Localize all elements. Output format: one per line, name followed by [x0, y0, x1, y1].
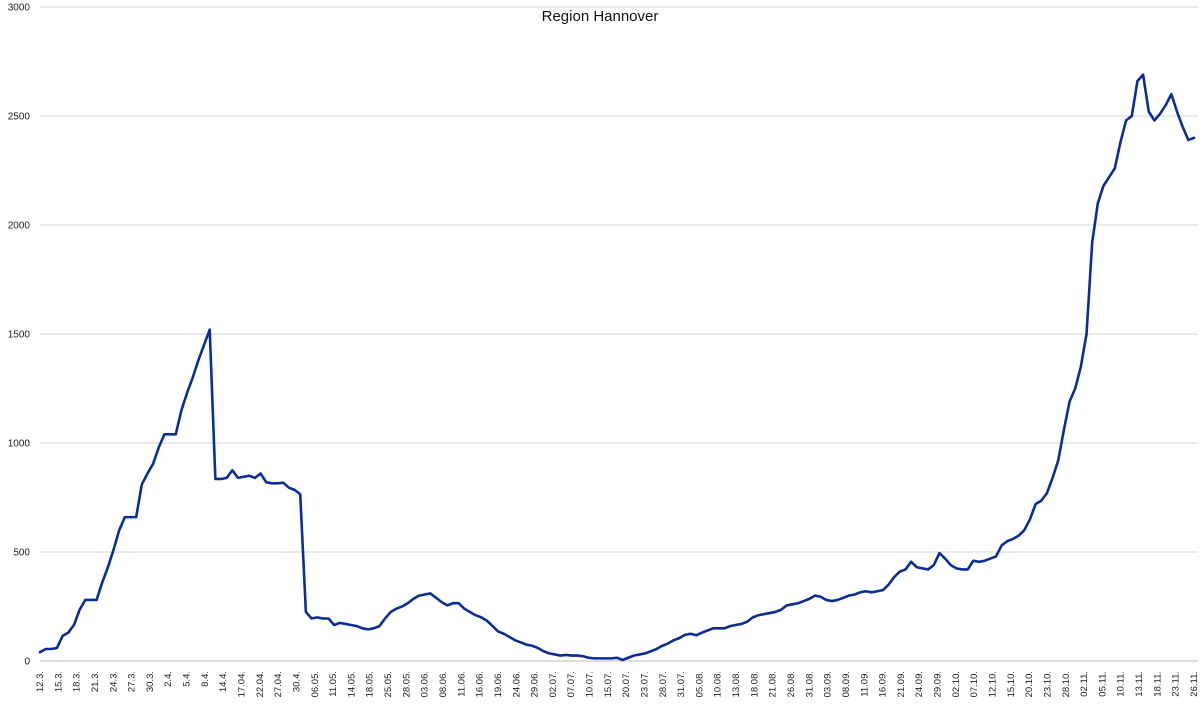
x-tick-label: 11.06. [456, 671, 467, 697]
y-tick-label: 0 [24, 657, 30, 668]
x-tick-label: 21.3. [90, 671, 101, 692]
x-tick-label: 21.08. [768, 671, 779, 697]
series-layer [38, 73, 1196, 662]
x-tick-label: 05.08. [694, 671, 705, 697]
x-tick-label: 18.08. [749, 671, 760, 697]
x-tick-label: 12.10. [988, 671, 999, 697]
x-tick-label: 23.10. [1042, 671, 1053, 697]
x-tick-label: 03.09. [823, 671, 834, 697]
x-tick-label: 08.06. [438, 671, 449, 697]
y-axis-labels: 0 500 1000 1500 2000 2500 3000 [8, 3, 31, 668]
x-tick-label: 03.06. [420, 671, 431, 697]
x-tick-label: 02.11. [1079, 671, 1090, 697]
x-tick-label: 24.09. [914, 671, 925, 697]
y-tick-label: 2000 [8, 221, 31, 232]
x-tick-label: 29.09. [933, 671, 944, 697]
x-tick-label: 28.10. [1061, 671, 1072, 697]
x-tick-label: 02.10. [951, 671, 962, 697]
x-tick-label: 24.06. [511, 671, 522, 697]
x-tick-label: 27.04. [273, 671, 284, 697]
x-tick-label: 31.08. [804, 671, 815, 697]
x-tick-label: 21.09. [896, 671, 907, 697]
x-tick-label: 20.07. [621, 671, 632, 697]
x-tick-label: 08.09. [841, 671, 852, 697]
x-tick-label: 26.11. [1189, 671, 1200, 697]
x-tick-label: 13.11. [1134, 671, 1145, 697]
x-tick-label: 16.06. [475, 671, 486, 697]
y-tick-label: 3000 [8, 3, 31, 14]
x-tick-label: 15.10. [1006, 671, 1017, 697]
x-tick-label: 27.3. [127, 671, 138, 692]
gridlines [40, 6, 1198, 662]
x-tick-label: 16.09. [878, 671, 889, 697]
x-tick-label: 17.04. [236, 671, 247, 697]
series-line-0 [38, 73, 1196, 662]
x-tick-label: 30.3. [145, 671, 156, 692]
x-tick-label: 10.11. [1116, 671, 1127, 697]
y-tick-label: 500 [13, 548, 30, 559]
x-tick-label: 12.3. [35, 671, 46, 692]
x-tick-label: 05.11. [1097, 671, 1108, 697]
x-tick-label: 20.10. [1024, 671, 1035, 697]
x-tick-label: 10.08. [713, 671, 724, 697]
x-tick-label: 15.3. [53, 671, 64, 692]
y-tick-label: 2500 [8, 112, 31, 123]
x-tick-label: 2.4. [163, 671, 174, 687]
x-tick-label: 18.11. [1152, 671, 1163, 697]
x-tick-label: 28.07. [658, 671, 669, 697]
x-tick-label: 31.07. [676, 671, 687, 697]
x-tick-label: 11.05. [328, 671, 339, 697]
x-tick-label: 11.09. [859, 671, 870, 697]
x-tick-label: 06.05. [310, 671, 321, 697]
x-tick-label: 10.07. [585, 671, 596, 697]
y-tick-label: 1500 [8, 330, 31, 341]
x-tick-label: 14.4. [218, 671, 229, 692]
x-tick-label: 18.05. [365, 671, 376, 697]
x-tick-label: 24.3. [108, 671, 119, 692]
x-tick-label: 13.08. [731, 671, 742, 697]
x-tick-label: 19.06. [493, 671, 504, 697]
x-tick-label: 8.4. [200, 671, 211, 687]
x-tick-label: 30.4. [291, 671, 302, 692]
x-tick-label: 02.07. [548, 671, 559, 697]
x-tick-label: 29.06. [530, 671, 541, 697]
x-tick-label: 26.08. [786, 671, 797, 697]
x-tick-label: 22.04. [255, 671, 266, 697]
y-tick-label: 1000 [8, 439, 31, 450]
x-tick-label: 23.11. [1171, 671, 1182, 697]
x-tick-label: 07.07. [566, 671, 577, 697]
x-tick-label: 18.3. [72, 671, 83, 692]
x-tick-label: 23.07. [639, 671, 650, 697]
chart-title: Region Hannover [541, 8, 659, 25]
x-tick-label: 14.05. [346, 671, 357, 697]
x-tick-label: 25.05. [383, 671, 394, 697]
x-tick-label: 15.07. [603, 671, 614, 697]
x-tick-label: 07.10. [969, 671, 980, 697]
x-axis-labels: 12.3. 15.3. 18.3. 21.3. 24.3. 27.3. 30.3. 2.4. 5… [35, 671, 1200, 697]
x-tick-label: 5.4. [182, 671, 193, 687]
x-tick-label: 28.05. [401, 671, 412, 697]
